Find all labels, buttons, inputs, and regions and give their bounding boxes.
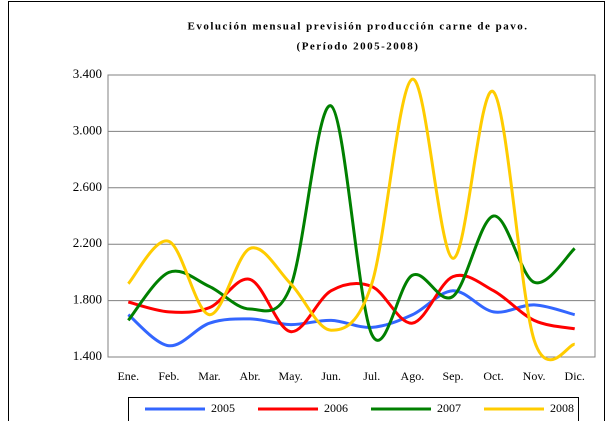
x-tick-label: Sep. [442, 369, 463, 383]
x-tick-label: Abr. [240, 369, 261, 383]
y-tick-label: 2.200 [73, 235, 102, 250]
series-line [127, 273, 576, 334]
x-tick-label: Oct. [483, 369, 503, 383]
x-tick-label: May. [279, 369, 303, 383]
x-tick-label: Feb. [158, 369, 179, 383]
legend-label: 2005 [211, 401, 235, 415]
legend-label: 2006 [324, 401, 348, 415]
x-tick-label: Mar. [198, 369, 220, 383]
y-tick-label: 1.800 [73, 292, 102, 307]
x-tick-label: Ago. [401, 369, 425, 383]
x-tick-label: Dic. [565, 369, 585, 383]
legend [128, 397, 579, 421]
x-tick-label: Jun. [321, 369, 341, 383]
series-line [127, 104, 576, 342]
legend-label: 2007 [437, 401, 461, 415]
x-tick-label: Jul. [363, 369, 380, 383]
series-line [127, 77, 576, 362]
chart-subtitle: (Período 2005-2008) [297, 41, 420, 53]
y-tick-label: 1.400 [73, 348, 102, 363]
x-tick-label: Nov. [523, 369, 546, 383]
y-tick-label: 3.000 [73, 122, 102, 137]
x-tick-label: Ene. [117, 369, 139, 383]
y-tick-label: 3.400 [73, 66, 102, 81]
y-tick-label: 2.600 [73, 179, 102, 194]
legend-label: 2008 [550, 401, 574, 415]
chart-frame [8, 1, 605, 421]
chart-title: Evolución mensual previsión producción c… [188, 21, 529, 33]
